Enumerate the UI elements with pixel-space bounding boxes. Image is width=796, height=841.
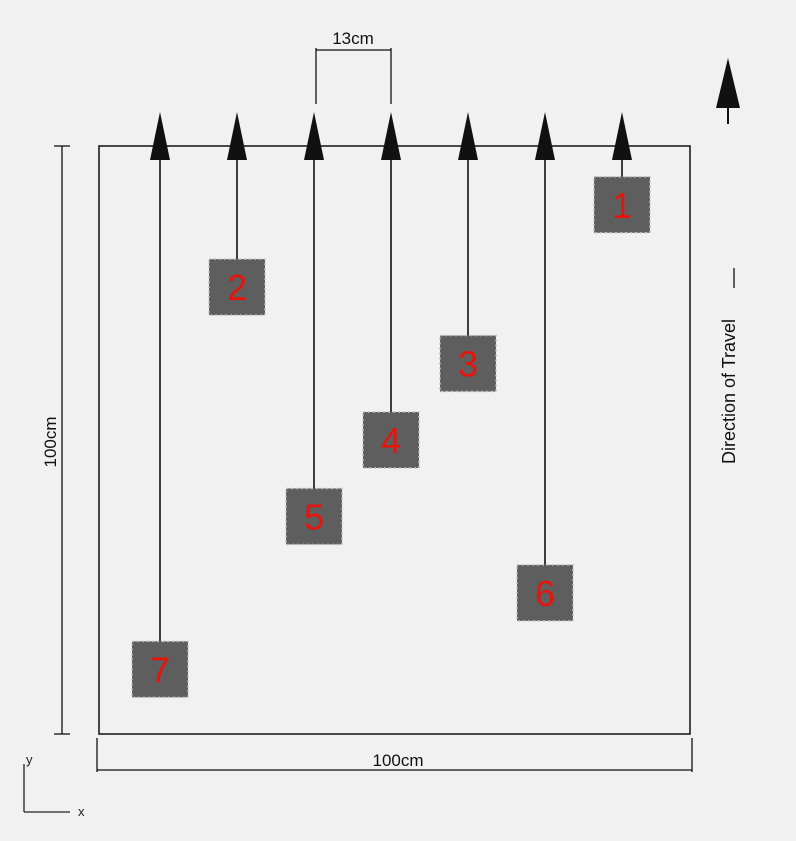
marker-5: 5 (285, 112, 343, 546)
x-axis-label: x (78, 804, 85, 819)
height-dimension: 100cm (41, 145, 70, 735)
marker-6: 6 (516, 112, 574, 622)
spacing-dimension-label: 13cm (332, 29, 374, 48)
marker-3: 3 (439, 112, 497, 393)
marker-square (208, 258, 266, 316)
arrow-up-icon (612, 112, 632, 160)
marker-7: 7 (131, 112, 189, 699)
marker-square (439, 334, 497, 393)
marker-square (516, 564, 574, 622)
axis-indicator: y x (23, 752, 85, 819)
arrow-up-icon (535, 112, 555, 160)
marker-2: 2 (208, 112, 266, 316)
arrow-up-icon (381, 112, 401, 160)
spacing-dimension: 13cm (315, 29, 392, 104)
marker-1: 1 (593, 112, 651, 234)
marker-number: 6 (535, 573, 555, 614)
marker-lanes: 1 2 3 4 5 6 7 (131, 112, 651, 699)
marker-4: 4 (362, 112, 420, 469)
marker-number: 3 (458, 344, 478, 385)
height-dimension-label: 100cm (41, 416, 60, 467)
width-dimension-label: 100cm (372, 751, 423, 770)
marker-number: 7 (150, 649, 170, 690)
arrow-up-icon (150, 112, 170, 160)
marker-square (131, 640, 189, 699)
marker-square (593, 176, 651, 234)
width-dimension: 100cm (96, 738, 693, 772)
direction-indicator: Direction of Travel (716, 58, 740, 464)
marker-number: 1 (612, 185, 632, 226)
arrow-up-icon (304, 112, 324, 160)
marker-number: 4 (381, 420, 401, 461)
direction-label: Direction of Travel (719, 319, 739, 464)
arrow-up-icon (227, 112, 247, 160)
marker-number: 2 (227, 267, 247, 308)
direction-arrow-icon (716, 58, 740, 108)
y-axis-label: y (26, 752, 33, 767)
arrow-up-icon (458, 112, 478, 160)
marker-number: 5 (304, 496, 324, 537)
marker-square (285, 487, 343, 546)
marker-square (362, 411, 420, 469)
